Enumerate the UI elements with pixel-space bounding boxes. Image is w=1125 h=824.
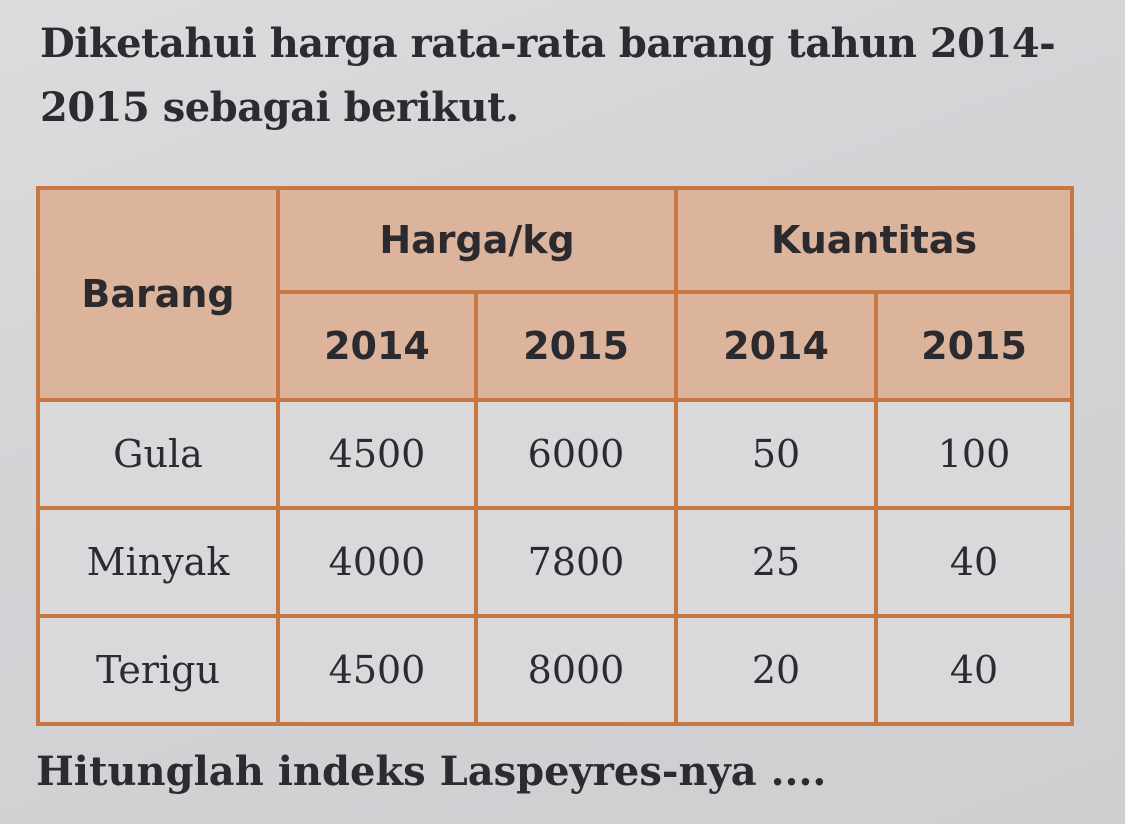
price-2014: 4000 <box>276 506 478 618</box>
quantity-2014: 25 <box>674 506 879 618</box>
price-2015: 8000 <box>473 614 679 726</box>
table-row: Minyak 4000 7800 25 40 <box>36 506 1075 618</box>
table-header-row-1: Barang Harga/kg Kuantitas <box>36 186 1075 402</box>
question-prompt: Hitunglah indeks Laspeyres-nya .... <box>36 748 827 795</box>
price-quantity-table: Barang Harga/kg Kuantitas 2014 2015 2014… <box>36 186 1075 726</box>
question-intro: Diketahui harga rata-rata barang tahun 2… <box>40 12 1110 140</box>
item-name: Minyak <box>36 506 280 618</box>
quantity-2015: 100 <box>874 398 1075 510</box>
table-header-row-2: 2014 2015 2014 2015 <box>38 290 1075 402</box>
intro-line-1: Diketahui harga rata-rata barang tahun 2… <box>40 20 1056 67</box>
price-2015: 7800 <box>473 506 679 618</box>
header-qty-year-2014: 2014 <box>674 290 879 402</box>
quantity-2015: 40 <box>874 614 1075 726</box>
quantity-2014: 20 <box>674 614 879 726</box>
quantity-2015: 40 <box>874 506 1075 618</box>
table-row: Terigu 4500 8000 20 40 <box>36 614 1075 726</box>
header-harga: Harga/kg <box>275 186 679 294</box>
price-2015: 6000 <box>473 398 679 510</box>
header-qty-year-2015: 2015 <box>874 290 1075 402</box>
price-2014: 4500 <box>276 398 478 510</box>
item-name: Gula <box>36 398 280 510</box>
price-2014: 4500 <box>276 614 478 726</box>
header-price-year-2015: 2015 <box>473 290 679 402</box>
intro-line-2: 2015 sebagai berikut. <box>40 84 519 131</box>
header-price-year-2014: 2014 <box>276 290 478 402</box>
table-row: Gula 4500 6000 50 100 <box>36 398 1075 510</box>
header-kuantitas: Kuantitas <box>674 186 1075 294</box>
item-name: Terigu <box>36 614 280 726</box>
price-quantity-table-wrapper: Barang Harga/kg Kuantitas 2014 2015 2014… <box>36 186 1075 726</box>
header-barang: Barang <box>36 186 280 402</box>
quantity-2014: 50 <box>674 398 879 510</box>
